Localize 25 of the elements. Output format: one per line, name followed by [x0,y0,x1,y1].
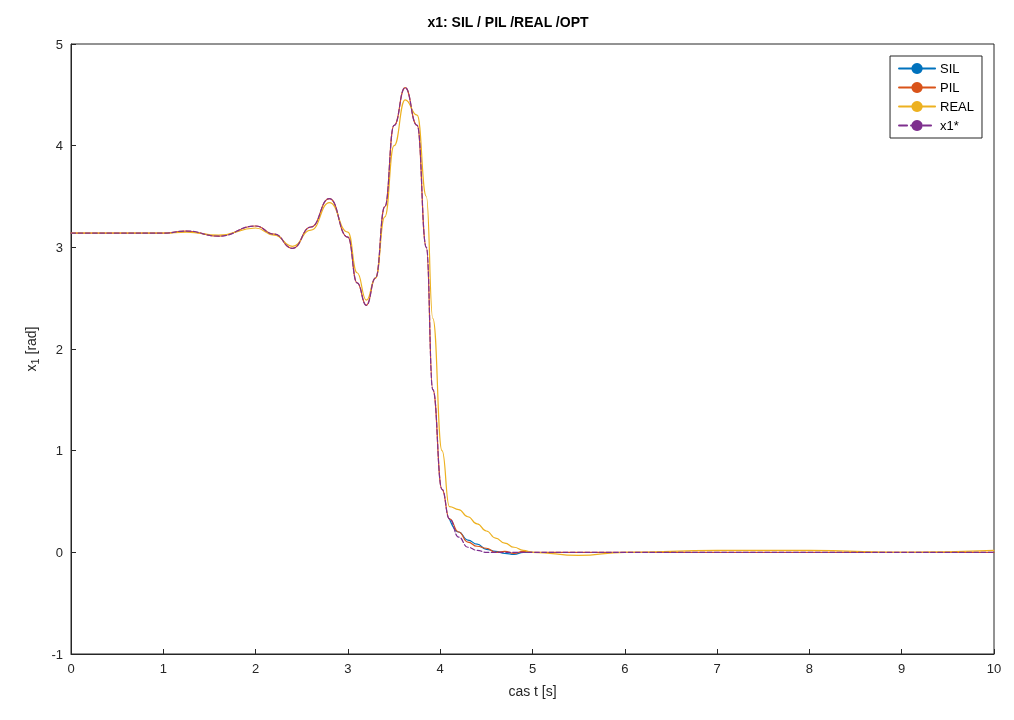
y-axis-title: x1 [rad] [23,326,42,372]
legend-label: x1* [940,118,959,133]
y-tick-label: 4 [55,138,63,154]
x-tick-label: 1 [159,661,167,676]
x-axis-title: cas t [s] [508,683,557,699]
y-tick-label: 0 [55,544,63,560]
x-tick-label: 7 [713,661,721,676]
legend-label: REAL [940,99,975,114]
x-tick-label: 3 [344,661,352,676]
legend-label: SIL [940,61,960,76]
x-tick-label: 2 [251,661,260,676]
x-tick-label: 8 [805,661,814,676]
legend-label: PIL [940,80,960,95]
y-tick-label: 1 [55,443,63,459]
x-tick-label: 9 [898,661,906,676]
x-tick-label: 6 [621,661,629,676]
x-tick-label: 5 [528,661,537,676]
y-tick-label: 3 [55,239,63,255]
y-tick-label: 2 [55,341,63,357]
chart-title: x1: SIL / PIL /REAL /OPT [427,14,589,30]
y-tick-label: 5 [55,36,63,52]
x-tick-label: 10 [986,661,1002,676]
x-tick-label: 4 [436,661,444,676]
x-tick-label: 0 [67,661,75,676]
y-tick-label: -1 [51,646,63,662]
